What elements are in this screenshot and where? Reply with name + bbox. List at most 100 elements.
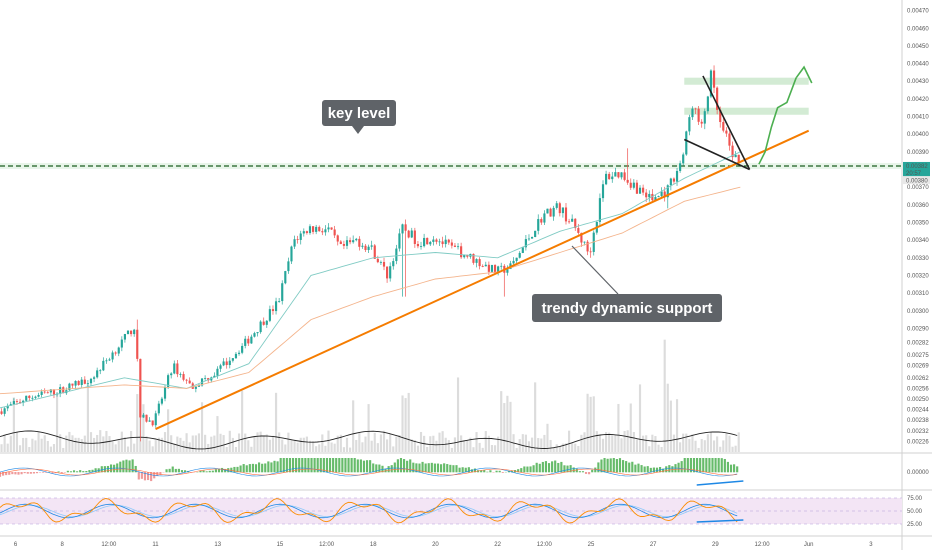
candle-body (74, 381, 76, 386)
macd-bar (591, 470, 593, 473)
candle-body (364, 246, 366, 250)
candle-body (352, 240, 354, 242)
target-zone (684, 108, 808, 115)
candle-body (102, 361, 104, 370)
price-tick-label: 0.00269 (907, 363, 929, 369)
candle-body (327, 227, 329, 229)
macd-bar (128, 460, 130, 472)
volume-bar (608, 433, 610, 452)
macd-bar (58, 471, 60, 472)
macd-bar (351, 458, 353, 472)
macd-bar (502, 472, 504, 473)
candle-body (229, 361, 231, 365)
volume-bar (330, 442, 332, 452)
price-badge-label: 0.00380 (906, 178, 928, 184)
volume-bar (525, 435, 527, 452)
time-tick-label: 12:00 (319, 542, 335, 548)
candle-body (559, 203, 561, 213)
volume-bar (577, 446, 579, 452)
volume-bar (232, 438, 234, 452)
support-callout: trendy dynamic support (532, 294, 722, 322)
candle-body (253, 333, 255, 337)
macd-bar (138, 472, 140, 479)
volume-bar (420, 432, 422, 452)
volume-bar (630, 404, 632, 452)
volume-bar (247, 440, 249, 452)
candle-body (358, 239, 360, 247)
volume-bar (241, 391, 243, 452)
volume-bar (445, 438, 447, 452)
macd-bar (261, 464, 263, 473)
candle-body (682, 154, 684, 163)
rsi-level-label: 25.00 (907, 522, 923, 528)
volume-bar (688, 439, 690, 452)
volume-bar (41, 439, 43, 452)
rsi-level-label: 50.00 (907, 509, 923, 515)
candle-body (343, 244, 345, 246)
macd-bar (443, 463, 445, 472)
candle-body (334, 229, 336, 235)
macd-bar (298, 458, 300, 472)
candle-body (448, 240, 450, 243)
macd-bar (175, 469, 177, 472)
volume-bar (13, 397, 15, 452)
macd-bar (397, 459, 399, 472)
candle-body (330, 227, 332, 229)
candle-body (624, 172, 626, 180)
macd-bar (597, 462, 599, 472)
macd-bar (122, 460, 124, 472)
candle-body (735, 155, 737, 157)
volume-bar (266, 434, 268, 452)
macd-bar (489, 470, 491, 472)
volume-bar (28, 447, 30, 452)
volume-bar (559, 447, 561, 452)
volume-bar (133, 444, 135, 452)
volume-bar (173, 444, 175, 452)
macd-level-label: 0.00000 (907, 470, 929, 476)
volume-bar (321, 434, 323, 452)
macd-bar (721, 458, 723, 472)
candle-body (661, 192, 663, 197)
candle-body (287, 261, 289, 271)
volume-bar (213, 436, 215, 452)
macd-bar (378, 465, 380, 473)
candle-body (155, 413, 157, 425)
macd-bar (699, 458, 701, 472)
volume-bar (65, 436, 67, 452)
volume-bar (300, 438, 302, 452)
macd-bar (579, 471, 581, 472)
price-tick-label: 0.00310 (907, 291, 929, 297)
macd-bar (119, 462, 121, 473)
volume-bar (485, 431, 487, 452)
candle-body (398, 233, 400, 248)
volume-bar (293, 441, 295, 452)
candle-body (475, 259, 477, 263)
candle-body (479, 259, 481, 266)
macd-bar (637, 464, 639, 473)
candle-body (657, 196, 659, 197)
candle-body (395, 249, 397, 261)
candle-body (512, 261, 514, 263)
price-tick-label: 0.00226 (907, 439, 929, 445)
price-tick-label: 0.00440 (907, 62, 929, 68)
candle-body (602, 184, 604, 198)
macd-bar (730, 465, 732, 473)
volume-bar (226, 447, 228, 452)
price-tick-label: 0.00350 (907, 220, 929, 226)
macd-bar (631, 462, 633, 473)
volume-bar (179, 438, 181, 452)
macd-bar (462, 467, 464, 472)
key-level-label: key level (328, 105, 391, 122)
candle-body (176, 363, 178, 374)
macd-bar (79, 470, 81, 472)
macd-bar (640, 465, 642, 472)
volume-bar (136, 394, 138, 452)
candle-body (186, 380, 188, 381)
volume-bar (244, 434, 246, 452)
volume-bar (210, 437, 212, 452)
macd-bar (628, 463, 630, 473)
price-tick-label: 0.00275 (907, 353, 929, 359)
candle-body (377, 259, 379, 262)
volume-bar (327, 431, 329, 452)
